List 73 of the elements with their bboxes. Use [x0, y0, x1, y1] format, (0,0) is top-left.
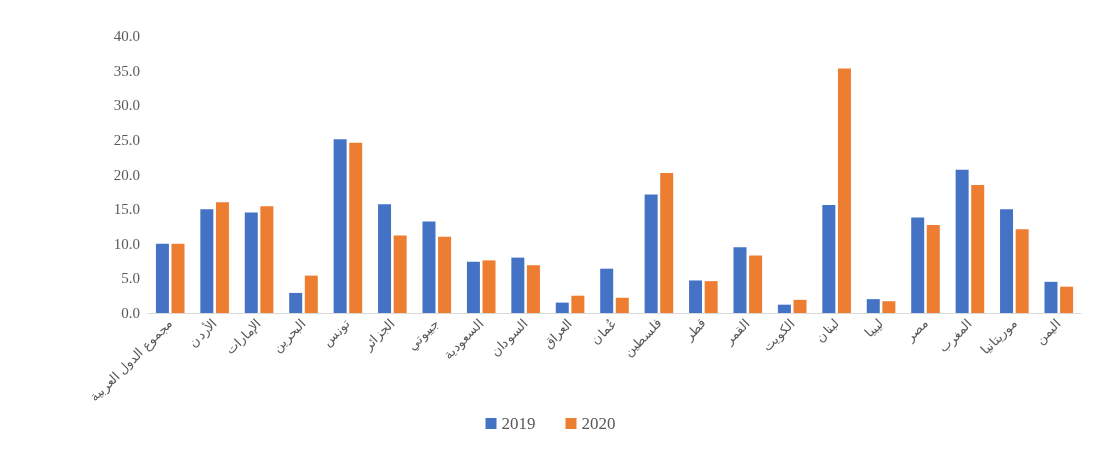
bar [349, 142, 363, 313]
y-tick-label: 40.0 [113, 28, 140, 44]
x-tick-label: السودان [487, 315, 532, 361]
bar [793, 299, 807, 313]
bar [837, 68, 851, 313]
bar [926, 225, 940, 313]
x-tick-label: لبنان [812, 315, 842, 345]
bar [215, 202, 229, 313]
x-tick-label: العراق [540, 315, 577, 352]
bar [777, 304, 791, 313]
x-tick-label: مصر [901, 315, 932, 346]
x-tick-label: السعودية [440, 315, 488, 363]
bar [971, 184, 985, 313]
y-tick-label: 35.0 [113, 62, 140, 79]
bar [511, 257, 525, 313]
x-tick-label: جيبوتي [404, 315, 443, 354]
x-tick-label: تونس [320, 315, 354, 350]
bar [660, 173, 674, 313]
x-tick-label: موريتانيا [977, 315, 1021, 359]
y-tick-label: 10.0 [113, 235, 140, 252]
bar [333, 139, 347, 313]
x-tick-label: قطر [680, 315, 710, 345]
y-tick-label: 0.0 [121, 305, 140, 321]
bar [1015, 229, 1029, 313]
bar [644, 194, 658, 313]
bar [438, 236, 452, 313]
y-tick-label: 20.0 [113, 166, 140, 183]
x-tick-label: القمر [720, 315, 754, 349]
bar [1044, 281, 1058, 313]
bar [882, 301, 896, 313]
x-tick-label: الإمارات [222, 315, 266, 359]
x-tick-label: البحرين [269, 315, 310, 356]
bar [955, 169, 969, 313]
bar [704, 281, 718, 313]
x-tick-label: الجزائر [359, 315, 399, 355]
bar [526, 265, 540, 313]
bar [304, 275, 318, 313]
bar [749, 255, 763, 313]
bar [822, 204, 836, 313]
bar [289, 292, 303, 313]
y-tick-label: 5.0 [121, 270, 140, 287]
bar [615, 297, 629, 313]
y-tick-label: 15.0 [113, 201, 140, 218]
bar [600, 268, 614, 313]
bar [171, 243, 185, 313]
bar [571, 295, 585, 313]
bar [466, 261, 480, 313]
x-tick-label: الأردن [185, 314, 221, 351]
bar [482, 260, 496, 313]
x-tick-label: ليبيا [861, 315, 887, 341]
x-tick-label: المغرب [935, 315, 976, 356]
bar [260, 206, 274, 313]
y-tick-label: 25.0 [113, 131, 140, 148]
bar [866, 299, 880, 313]
bar [689, 280, 703, 313]
bar [244, 212, 258, 313]
legend-label: 2019 [501, 414, 536, 433]
x-tick-label: اليمن [1032, 315, 1065, 349]
bar [378, 204, 392, 313]
bar [733, 247, 747, 313]
legend-label: 2020 [581, 414, 616, 433]
bar [422, 221, 436, 313]
bar [200, 209, 214, 313]
bar [555, 302, 569, 313]
bar [1000, 209, 1014, 313]
bar [911, 217, 925, 313]
y-tick-label: 30.0 [113, 97, 140, 114]
x-tick-label: فلسطين [620, 315, 665, 361]
x-tick-label: عُمان [587, 315, 620, 348]
bar [155, 243, 169, 313]
bar [1060, 286, 1074, 313]
x-tick-label: الكويت [759, 315, 799, 355]
bar [393, 235, 407, 313]
